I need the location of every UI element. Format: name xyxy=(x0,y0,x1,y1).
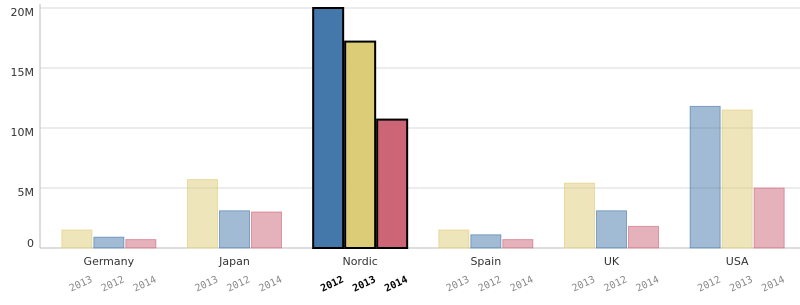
y-tick-label: 15M xyxy=(11,66,35,79)
bar[interactable] xyxy=(596,210,627,249)
category-label[interactable]: Nordic xyxy=(342,255,377,268)
year-label: 2013 xyxy=(570,274,596,294)
bar[interactable] xyxy=(61,229,93,249)
bar[interactable] xyxy=(470,234,502,249)
bar[interactable] xyxy=(187,179,218,249)
bar[interactable] xyxy=(628,225,659,249)
bar[interactable] xyxy=(753,187,785,249)
bar[interactable] xyxy=(438,229,470,249)
y-tick-label: 10M xyxy=(11,126,35,139)
bar[interactable] xyxy=(125,239,157,249)
year-label: 2014 xyxy=(760,274,786,294)
category-label[interactable]: USA xyxy=(726,255,749,268)
year-label: 2014 xyxy=(634,274,660,294)
y-tick-label: 0 xyxy=(27,237,34,250)
bar[interactable] xyxy=(564,182,595,249)
year-label: 2014 xyxy=(509,274,535,294)
year-label: 2013 xyxy=(193,274,219,294)
year-label: 2012 xyxy=(477,274,503,294)
bar[interactable] xyxy=(312,7,345,249)
year-label: 2012 xyxy=(100,274,126,294)
year-label: 2014 xyxy=(132,274,158,294)
bar[interactable] xyxy=(376,118,409,249)
year-label: 2012 xyxy=(319,274,345,294)
category-label[interactable]: Germany xyxy=(84,255,135,268)
y-tick-label: 20M xyxy=(11,6,35,19)
bar[interactable] xyxy=(219,210,250,249)
year-label: 2013 xyxy=(728,274,754,294)
year-label: 2012 xyxy=(225,274,251,294)
year-label: 2014 xyxy=(257,274,283,294)
category-label[interactable]: UK xyxy=(604,255,620,268)
year-label: 2013 xyxy=(445,274,471,294)
category-label[interactable]: Japan xyxy=(218,255,250,268)
y-tick-label: 5M xyxy=(18,186,35,199)
year-label: 2012 xyxy=(696,274,722,294)
bar[interactable] xyxy=(689,105,721,249)
year-label: 2013 xyxy=(351,274,377,294)
bar[interactable] xyxy=(93,236,125,249)
bar[interactable] xyxy=(251,211,282,249)
year-label: 2014 xyxy=(383,274,409,294)
year-label: 2013 xyxy=(68,274,94,294)
year-label: 2012 xyxy=(602,274,628,294)
bar[interactable] xyxy=(502,239,534,249)
bar[interactable] xyxy=(344,40,377,249)
bar[interactable] xyxy=(721,109,753,249)
category-label[interactable]: Spain xyxy=(470,255,501,268)
